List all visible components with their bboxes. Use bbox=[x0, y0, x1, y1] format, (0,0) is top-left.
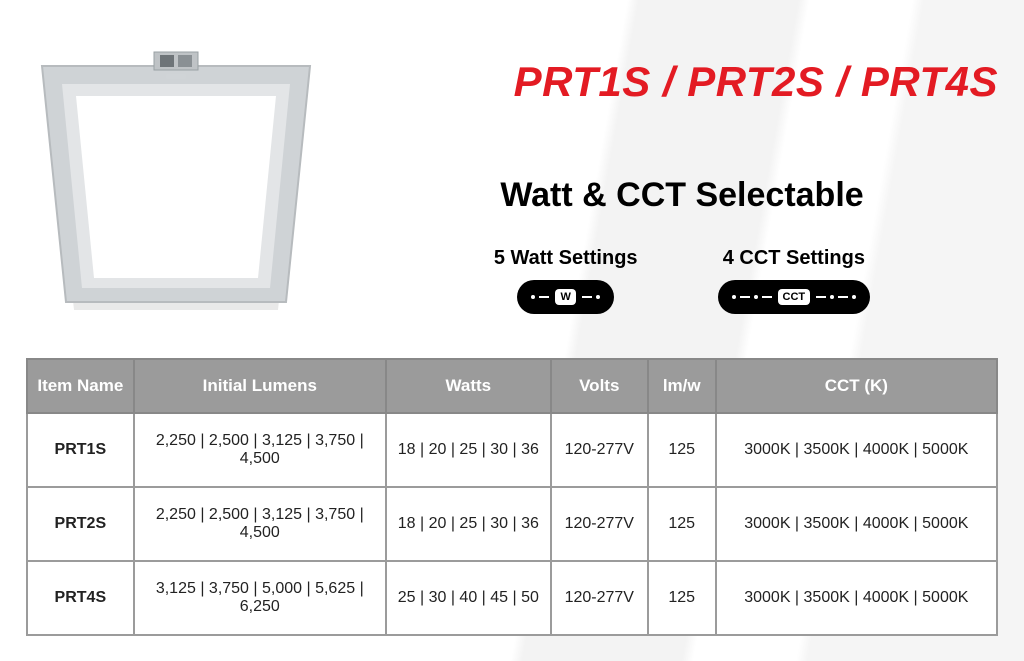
table-row: PRT1S 2,250 | 2,500 | 3,125 | 3,750 | 4,… bbox=[27, 413, 997, 487]
watt-settings-label: 5 Watt Settings bbox=[494, 247, 638, 270]
cell-volts: 120-277V bbox=[551, 487, 648, 561]
cell-watts: 25 | 30 | 40 | 45 | 50 bbox=[386, 561, 551, 635]
product-image bbox=[26, 30, 326, 330]
cell-watts: 18 | 20 | 25 | 30 | 36 bbox=[386, 413, 551, 487]
settings-row: 5 Watt Settings W 4 CCT Settings CCT bbox=[366, 247, 998, 314]
cell-cct: 3000K | 3500K | 4000K | 5000K bbox=[716, 487, 997, 561]
col-item-name: Item Name bbox=[27, 359, 134, 413]
cct-settings-label: 4 CCT Settings bbox=[718, 247, 871, 270]
watt-pill-icon: W bbox=[517, 280, 613, 314]
col-cct: CCT (K) bbox=[716, 359, 997, 413]
cct-chip: CCT bbox=[778, 289, 811, 305]
cell-name: PRT1S bbox=[27, 413, 134, 487]
cell-lumens: 2,250 | 2,500 | 3,125 | 3,750 | 4,500 bbox=[134, 413, 386, 487]
col-volts: Volts bbox=[551, 359, 648, 413]
hero-section: PRT1S / PRT2S / PRT4S Watt & CCT Selecta… bbox=[26, 30, 998, 330]
model-title: PRT1S / PRT2S / PRT4S bbox=[366, 58, 998, 106]
col-lmw: lm/w bbox=[648, 359, 716, 413]
led-panel-icon bbox=[26, 30, 326, 330]
cell-lmw: 125 bbox=[648, 561, 716, 635]
col-initial-lumens: Initial Lumens bbox=[134, 359, 386, 413]
cell-lumens: 2,250 | 2,500 | 3,125 | 3,750 | 4,500 bbox=[134, 487, 386, 561]
table-row: PRT2S 2,250 | 2,500 | 3,125 | 3,750 | 4,… bbox=[27, 487, 997, 561]
cell-cct: 3000K | 3500K | 4000K | 5000K bbox=[716, 561, 997, 635]
cct-pill-icon: CCT bbox=[718, 280, 871, 314]
spec-table: Item Name Initial Lumens Watts Volts lm/… bbox=[26, 358, 998, 636]
subtitle: Watt & CCT Selectable bbox=[366, 176, 998, 215]
watt-chip: W bbox=[555, 289, 575, 305]
table-row: PRT4S 3,125 | 3,750 | 5,000 | 5,625 | 6,… bbox=[27, 561, 997, 635]
cell-lmw: 125 bbox=[648, 487, 716, 561]
cell-cct: 3000K | 3500K | 4000K | 5000K bbox=[716, 413, 997, 487]
cell-name: PRT2S bbox=[27, 487, 134, 561]
cell-lmw: 125 bbox=[648, 413, 716, 487]
col-watts: Watts bbox=[386, 359, 551, 413]
table-header-row: Item Name Initial Lumens Watts Volts lm/… bbox=[27, 359, 997, 413]
cell-lumens: 3,125 | 3,750 | 5,000 | 5,625 | 6,250 bbox=[134, 561, 386, 635]
cell-name: PRT4S bbox=[27, 561, 134, 635]
cell-volts: 120-277V bbox=[551, 413, 648, 487]
cell-volts: 120-277V bbox=[551, 561, 648, 635]
cell-watts: 18 | 20 | 25 | 30 | 36 bbox=[386, 487, 551, 561]
